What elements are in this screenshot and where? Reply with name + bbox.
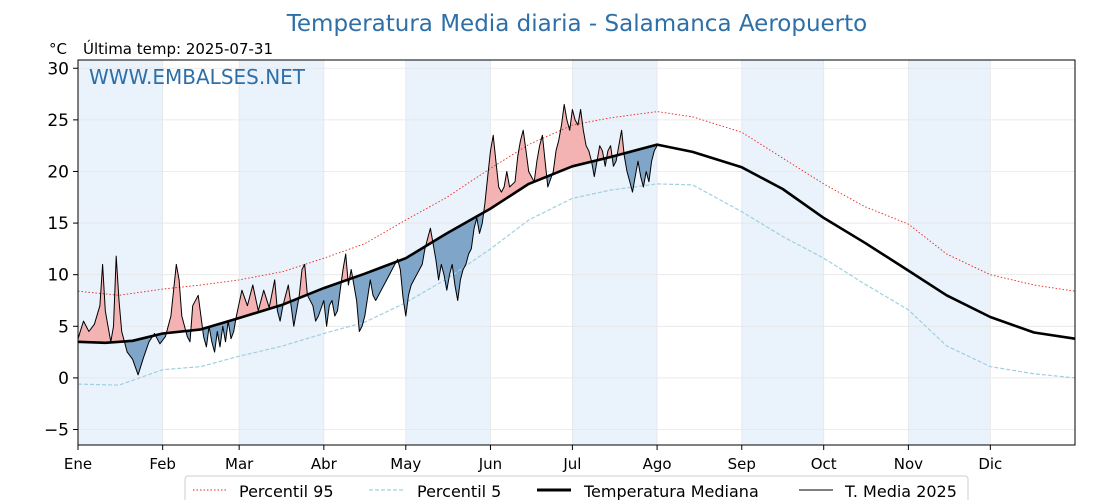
x-axis-ticks: Ene Feb Mar Abr May Jun Jul Ago Sep Oct Nov Dic: [64, 445, 1002, 473]
legend-item-p95: Percentil 95: [193, 482, 334, 501]
month-band: [741, 60, 824, 445]
legend-item-t2025: T. Media 2025: [799, 482, 957, 501]
x-tick-label: Feb: [149, 455, 176, 473]
month-band: [239, 60, 324, 445]
below-median-fill: [277, 304, 283, 322]
below-median-fill: [307, 282, 341, 327]
x-tick-label: Sep: [728, 455, 756, 473]
series-line-p5: [77, 183, 1076, 386]
x-tick-label: Oct: [811, 455, 837, 473]
series-line-2025: [77, 103, 658, 376]
series-line-median: [77, 143, 1076, 345]
y-tick-label: 0: [58, 369, 69, 389]
y-tick-label: 25: [47, 111, 69, 131]
chart-title: Temperatura Media diaria - Salamanca Aer…: [286, 11, 867, 37]
y-tick-label: 5: [58, 317, 69, 337]
above-median-fill: [484, 130, 534, 213]
legend: Percentil 95 Percentil 5 Temperatura Med…: [184, 475, 969, 504]
x-tick-label: Mar: [225, 455, 254, 473]
x-tick-label: Dic: [978, 455, 1002, 473]
above-median-fill: [349, 269, 353, 279]
watermark: WWW.EMBALSES.NET: [89, 65, 306, 89]
legend-label-p95: Percentil 95: [239, 482, 334, 500]
y-tick-label: 20: [47, 162, 69, 182]
month-band: [572, 60, 658, 445]
x-tick-label: Ene: [64, 455, 92, 473]
month-band: [908, 60, 991, 445]
y-tick-label: −5: [44, 421, 69, 441]
x-tick-label: Jun: [478, 455, 502, 473]
above-median-fill: [191, 295, 203, 331]
below-median-fill: [185, 330, 191, 342]
series-line-p95: [77, 111, 1076, 296]
above-median-fill: [78, 256, 124, 343]
y-tick-label: 15: [47, 214, 69, 234]
x-tick-label: Jul: [562, 455, 581, 473]
x-tick-label: Ago: [643, 455, 672, 473]
x-tick-label: May: [390, 455, 421, 473]
above-median-fill: [534, 135, 547, 182]
legend-item-median: Temperatura Mediana: [537, 482, 759, 501]
x-tick-label: Nov: [894, 455, 923, 473]
y-tick-label: 30: [47, 59, 69, 79]
legend-label-t2025: T. Media 2025: [844, 482, 957, 500]
last-temp-label: Última temp: 2025-07-31: [83, 39, 273, 58]
x-tick-label: Abr: [311, 455, 338, 473]
plot-frame: [77, 59, 1076, 446]
below-median-fill: [398, 246, 426, 316]
below-median-fill: [353, 262, 396, 332]
y-tick-label: 10: [47, 266, 69, 286]
unit-label: °C: [49, 40, 67, 58]
below-median-fill: [124, 336, 153, 375]
legend-item-p5: Percentil 5: [369, 482, 501, 501]
above-median-fill: [299, 264, 307, 298]
below-median-fill: [592, 160, 597, 177]
month-shading: [78, 60, 991, 445]
month-band: [78, 60, 163, 445]
legend-label-p5: Percentil 5: [417, 482, 501, 500]
series-lines: [77, 103, 1076, 386]
legend-label-median: Temperatura Mediana: [583, 482, 759, 500]
below-median-fill: [612, 155, 617, 167]
y-axis-ticks: −5 0 5 10 15 20 25 30: [44, 59, 78, 441]
